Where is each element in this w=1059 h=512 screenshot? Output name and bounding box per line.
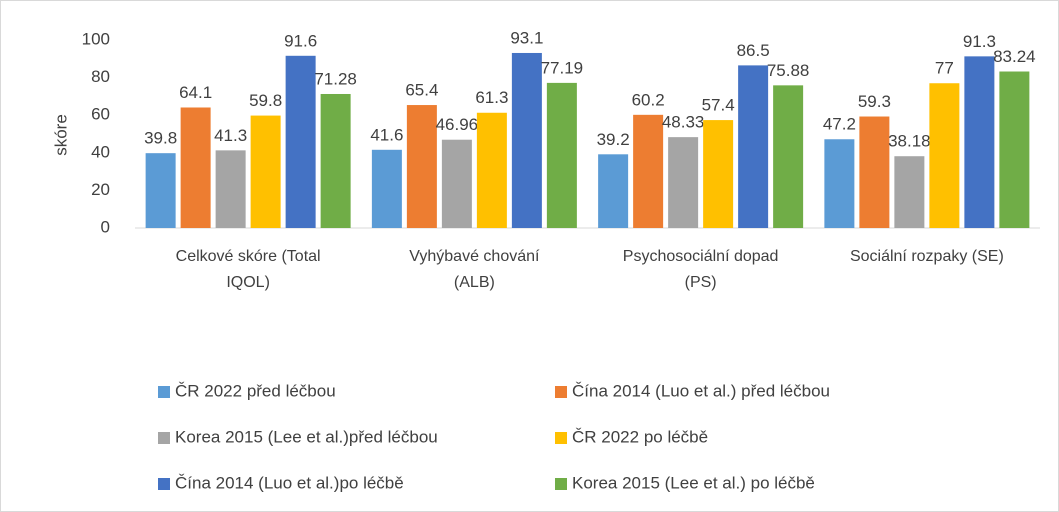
y-axis-title: skóre bbox=[51, 114, 70, 156]
y-tick-label: 80 bbox=[91, 67, 110, 86]
legend-label: Čína 2014 (Luo et al.) před léčbou bbox=[572, 381, 830, 400]
bar bbox=[859, 116, 890, 228]
data-label: 41.3 bbox=[214, 126, 247, 145]
x-tick-label: Psychosociální dopad (PS) bbox=[622, 248, 779, 291]
bar bbox=[371, 149, 402, 228]
bar bbox=[285, 55, 316, 229]
data-label: 48.33 bbox=[662, 113, 705, 132]
legend-swatch bbox=[555, 386, 567, 398]
data-label: 64.1 bbox=[179, 83, 212, 102]
bar bbox=[929, 83, 960, 229]
legend-swatch bbox=[158, 478, 170, 490]
x-tick-label: Vyhýbavé chování (ALB) bbox=[409, 248, 540, 291]
x-tick-label: Celkové skóre (Total IQOL) bbox=[175, 248, 321, 291]
data-label: 38.18 bbox=[888, 132, 931, 151]
data-label: 71.28 bbox=[314, 69, 357, 88]
y-tick-label: 40 bbox=[91, 142, 110, 161]
legend-swatch bbox=[158, 432, 170, 444]
data-label: 77 bbox=[935, 59, 954, 78]
data-label: 59.8 bbox=[249, 91, 282, 110]
data-label: 39.2 bbox=[597, 130, 630, 149]
data-label: 93.1 bbox=[510, 28, 543, 47]
bar bbox=[738, 65, 769, 228]
bar bbox=[668, 137, 699, 228]
bar bbox=[145, 153, 176, 228]
data-label: 57.4 bbox=[702, 96, 735, 115]
data-label: 77.19 bbox=[541, 58, 584, 77]
bar bbox=[999, 71, 1030, 229]
bar bbox=[476, 112, 507, 228]
legend-label: Korea 2015 (Lee et al.)před léčbou bbox=[175, 427, 438, 446]
bar bbox=[215, 150, 246, 228]
data-label: 65.4 bbox=[405, 81, 438, 100]
legend-swatch bbox=[158, 386, 170, 398]
data-label: 41.6 bbox=[370, 125, 403, 144]
data-label: 75.88 bbox=[767, 61, 810, 80]
bar bbox=[633, 114, 664, 228]
data-label: 46.96 bbox=[436, 115, 479, 134]
bar bbox=[511, 52, 542, 228]
data-label: 91.6 bbox=[284, 31, 317, 50]
bar bbox=[250, 115, 281, 228]
bar bbox=[894, 156, 925, 228]
bar bbox=[441, 139, 472, 228]
bar bbox=[598, 154, 629, 228]
data-label: 83.24 bbox=[993, 47, 1036, 66]
bar bbox=[180, 107, 211, 228]
y-tick-label: 20 bbox=[91, 180, 110, 199]
bar bbox=[406, 105, 437, 228]
legend-label: ČR 2022 po léčbě bbox=[572, 427, 708, 446]
data-label: 60.2 bbox=[632, 90, 665, 109]
legend-label: ČR 2022 před léčbou bbox=[175, 381, 336, 400]
data-label: 86.5 bbox=[737, 41, 770, 60]
legend-label: Čína 2014 (Luo et al.)po léčbě bbox=[175, 473, 404, 492]
y-tick-label: 60 bbox=[91, 105, 110, 124]
legend-swatch bbox=[555, 478, 567, 490]
data-label: 91.3 bbox=[963, 32, 996, 51]
y-tick-label: 100 bbox=[82, 29, 110, 48]
bar bbox=[824, 139, 855, 228]
y-tick-label: 0 bbox=[101, 217, 110, 236]
bar bbox=[546, 82, 577, 228]
x-tick-label: Sociální rozpaky (SE) bbox=[849, 248, 1004, 265]
legend-label: Korea 2015 (Lee et al.) po léčbě bbox=[572, 473, 815, 492]
bar bbox=[703, 120, 734, 228]
bar bbox=[964, 56, 995, 228]
bar bbox=[320, 93, 351, 229]
data-label: 59.3 bbox=[858, 92, 891, 111]
bar bbox=[773, 85, 804, 228]
legend-swatch bbox=[555, 432, 567, 444]
data-label: 61.3 bbox=[475, 88, 508, 107]
data-label: 39.8 bbox=[144, 129, 177, 148]
data-label: 47.2 bbox=[823, 115, 856, 134]
